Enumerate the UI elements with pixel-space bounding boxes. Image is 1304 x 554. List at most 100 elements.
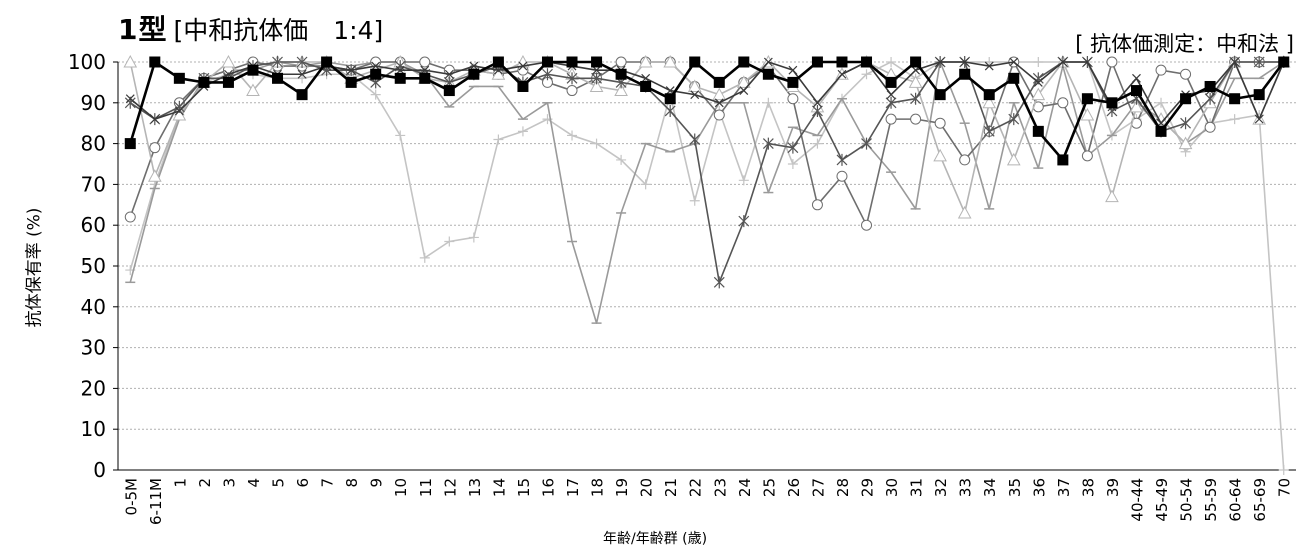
data-point-asterisk: [1180, 117, 1191, 130]
data-point-asterisk: [910, 92, 922, 105]
x-tick-label: 60-64: [1227, 478, 1245, 522]
data-point-cross: [1230, 57, 1240, 67]
x-tick-label: 33: [957, 478, 975, 497]
data-point-square: [1106, 97, 1118, 109]
x-tick-label: 11: [417, 478, 435, 497]
x-tick-label: 16: [539, 478, 557, 497]
y-tick-label: 60: [81, 213, 106, 237]
data-point-triangle: [147, 169, 162, 182]
data-point-asterisk: [983, 125, 995, 138]
data-point-circle: [861, 219, 873, 231]
data-point-cross: [444, 69, 454, 79]
data-point-plus: [419, 252, 430, 263]
data-point-plus: [444, 236, 455, 247]
data-point-plus: [1229, 114, 1240, 125]
data-point-square: [836, 56, 848, 68]
data-point-square: [1081, 93, 1093, 105]
data-point-plus: [493, 134, 504, 145]
data-point-circle: [419, 56, 431, 68]
data-point-square: [541, 56, 553, 68]
data-point-triangle: [221, 54, 236, 68]
x-tick-label: 9: [368, 478, 386, 488]
x-tick-label: 2: [196, 478, 214, 488]
data-point-cross: [1132, 73, 1141, 83]
data-point-cross: [174, 106, 184, 116]
data-point-asterisk: [664, 104, 676, 117]
data-point-triangle: [712, 87, 727, 101]
x-tick-label: 19: [613, 478, 631, 497]
x-tick-label: 45-49: [1153, 478, 1171, 522]
data-point-cross: [788, 65, 798, 75]
data-point-square: [1278, 56, 1290, 68]
x-tick-label: 0-5M: [122, 478, 140, 515]
data-point-cross: [1082, 57, 1092, 67]
y-tick-label: 90: [81, 91, 106, 115]
data-point-cross: [297, 69, 307, 79]
x-tick-label: 38: [1079, 478, 1097, 497]
data-point-circle: [811, 199, 823, 211]
x-tick-label: 15: [515, 478, 533, 497]
data-point-square: [517, 80, 529, 92]
data-point-square: [149, 56, 161, 68]
data-point-triangle: [1129, 99, 1144, 113]
data-point-triangle: [663, 54, 678, 68]
data-point-square: [738, 56, 750, 68]
data-point-square: [1253, 89, 1265, 101]
x-tick-label: 6-11M: [147, 478, 165, 525]
data-point-plus: [886, 57, 897, 67]
data-point-cross: [739, 86, 749, 95]
data-point-square: [910, 56, 922, 68]
data-point-plus: [738, 175, 749, 186]
x-tick-label: 25: [760, 478, 778, 497]
data-point-cross: [1033, 77, 1043, 87]
data-point-triangle: [957, 205, 972, 219]
data-point-cross: [125, 94, 135, 104]
data-point-circle: [1057, 97, 1069, 109]
data-point-square: [591, 56, 603, 68]
measurement-note: [ 抗体価測定：中和法 ]: [1075, 32, 1294, 56]
data-point-asterisk: [566, 72, 578, 85]
data-point-triangle: [638, 54, 653, 68]
data-point-square: [1229, 93, 1241, 105]
data-point-cross: [960, 57, 970, 67]
x-tick-label: 70: [1276, 478, 1294, 497]
data-point-cross: [1009, 57, 1019, 67]
data-point-asterisk: [1008, 113, 1020, 126]
x-tick-label: 36: [1030, 478, 1048, 497]
data-point-square: [885, 76, 897, 88]
data-point-square: [492, 56, 504, 68]
data-point-square: [1057, 154, 1069, 166]
data-point-square: [811, 56, 823, 68]
data-point-triangle: [908, 75, 923, 88]
data-point-asterisk: [713, 276, 725, 289]
x-tick-label: 7: [319, 478, 337, 488]
data-point-square: [222, 76, 234, 88]
data-point-cross: [763, 57, 773, 67]
data-point-square: [861, 56, 873, 68]
x-tick-labels: 0-5M 6-11M 1 2 3 4 5 6 7 8 9 10 11 12 13 14 15 16 17 18 19 20…: [122, 478, 1293, 525]
data-point-triangle: [614, 83, 628, 97]
data-point-square: [468, 68, 480, 80]
data-point-plus: [640, 179, 651, 190]
x-tick-label: 18: [589, 478, 607, 497]
data-point-square: [370, 68, 382, 80]
data-point-circle: [885, 113, 897, 125]
data-point-triangle: [1031, 87, 1046, 101]
data-point-square: [296, 89, 308, 101]
x-tick-label: 31: [908, 478, 926, 497]
data-point-asterisk: [1253, 56, 1265, 68]
data-point-circle: [934, 117, 946, 129]
data-point-circle: [1081, 150, 1093, 162]
x-tick-label: 13: [466, 478, 484, 497]
data-point-triangle: [982, 95, 997, 109]
data-point-triangle: [589, 79, 604, 92]
y-tick-label: 100: [68, 50, 106, 74]
data-point-asterisk: [762, 137, 774, 150]
data-point-square: [443, 85, 455, 97]
y-tick-label: 30: [81, 336, 106, 360]
data-point-square: [1155, 125, 1167, 137]
data-point-square: [689, 56, 701, 68]
y-tick-labels: 0 10 20 30 40 50 60 70 80 90 100: [68, 50, 106, 482]
data-point-square: [959, 68, 971, 80]
x-tick-label: 3: [220, 478, 238, 488]
